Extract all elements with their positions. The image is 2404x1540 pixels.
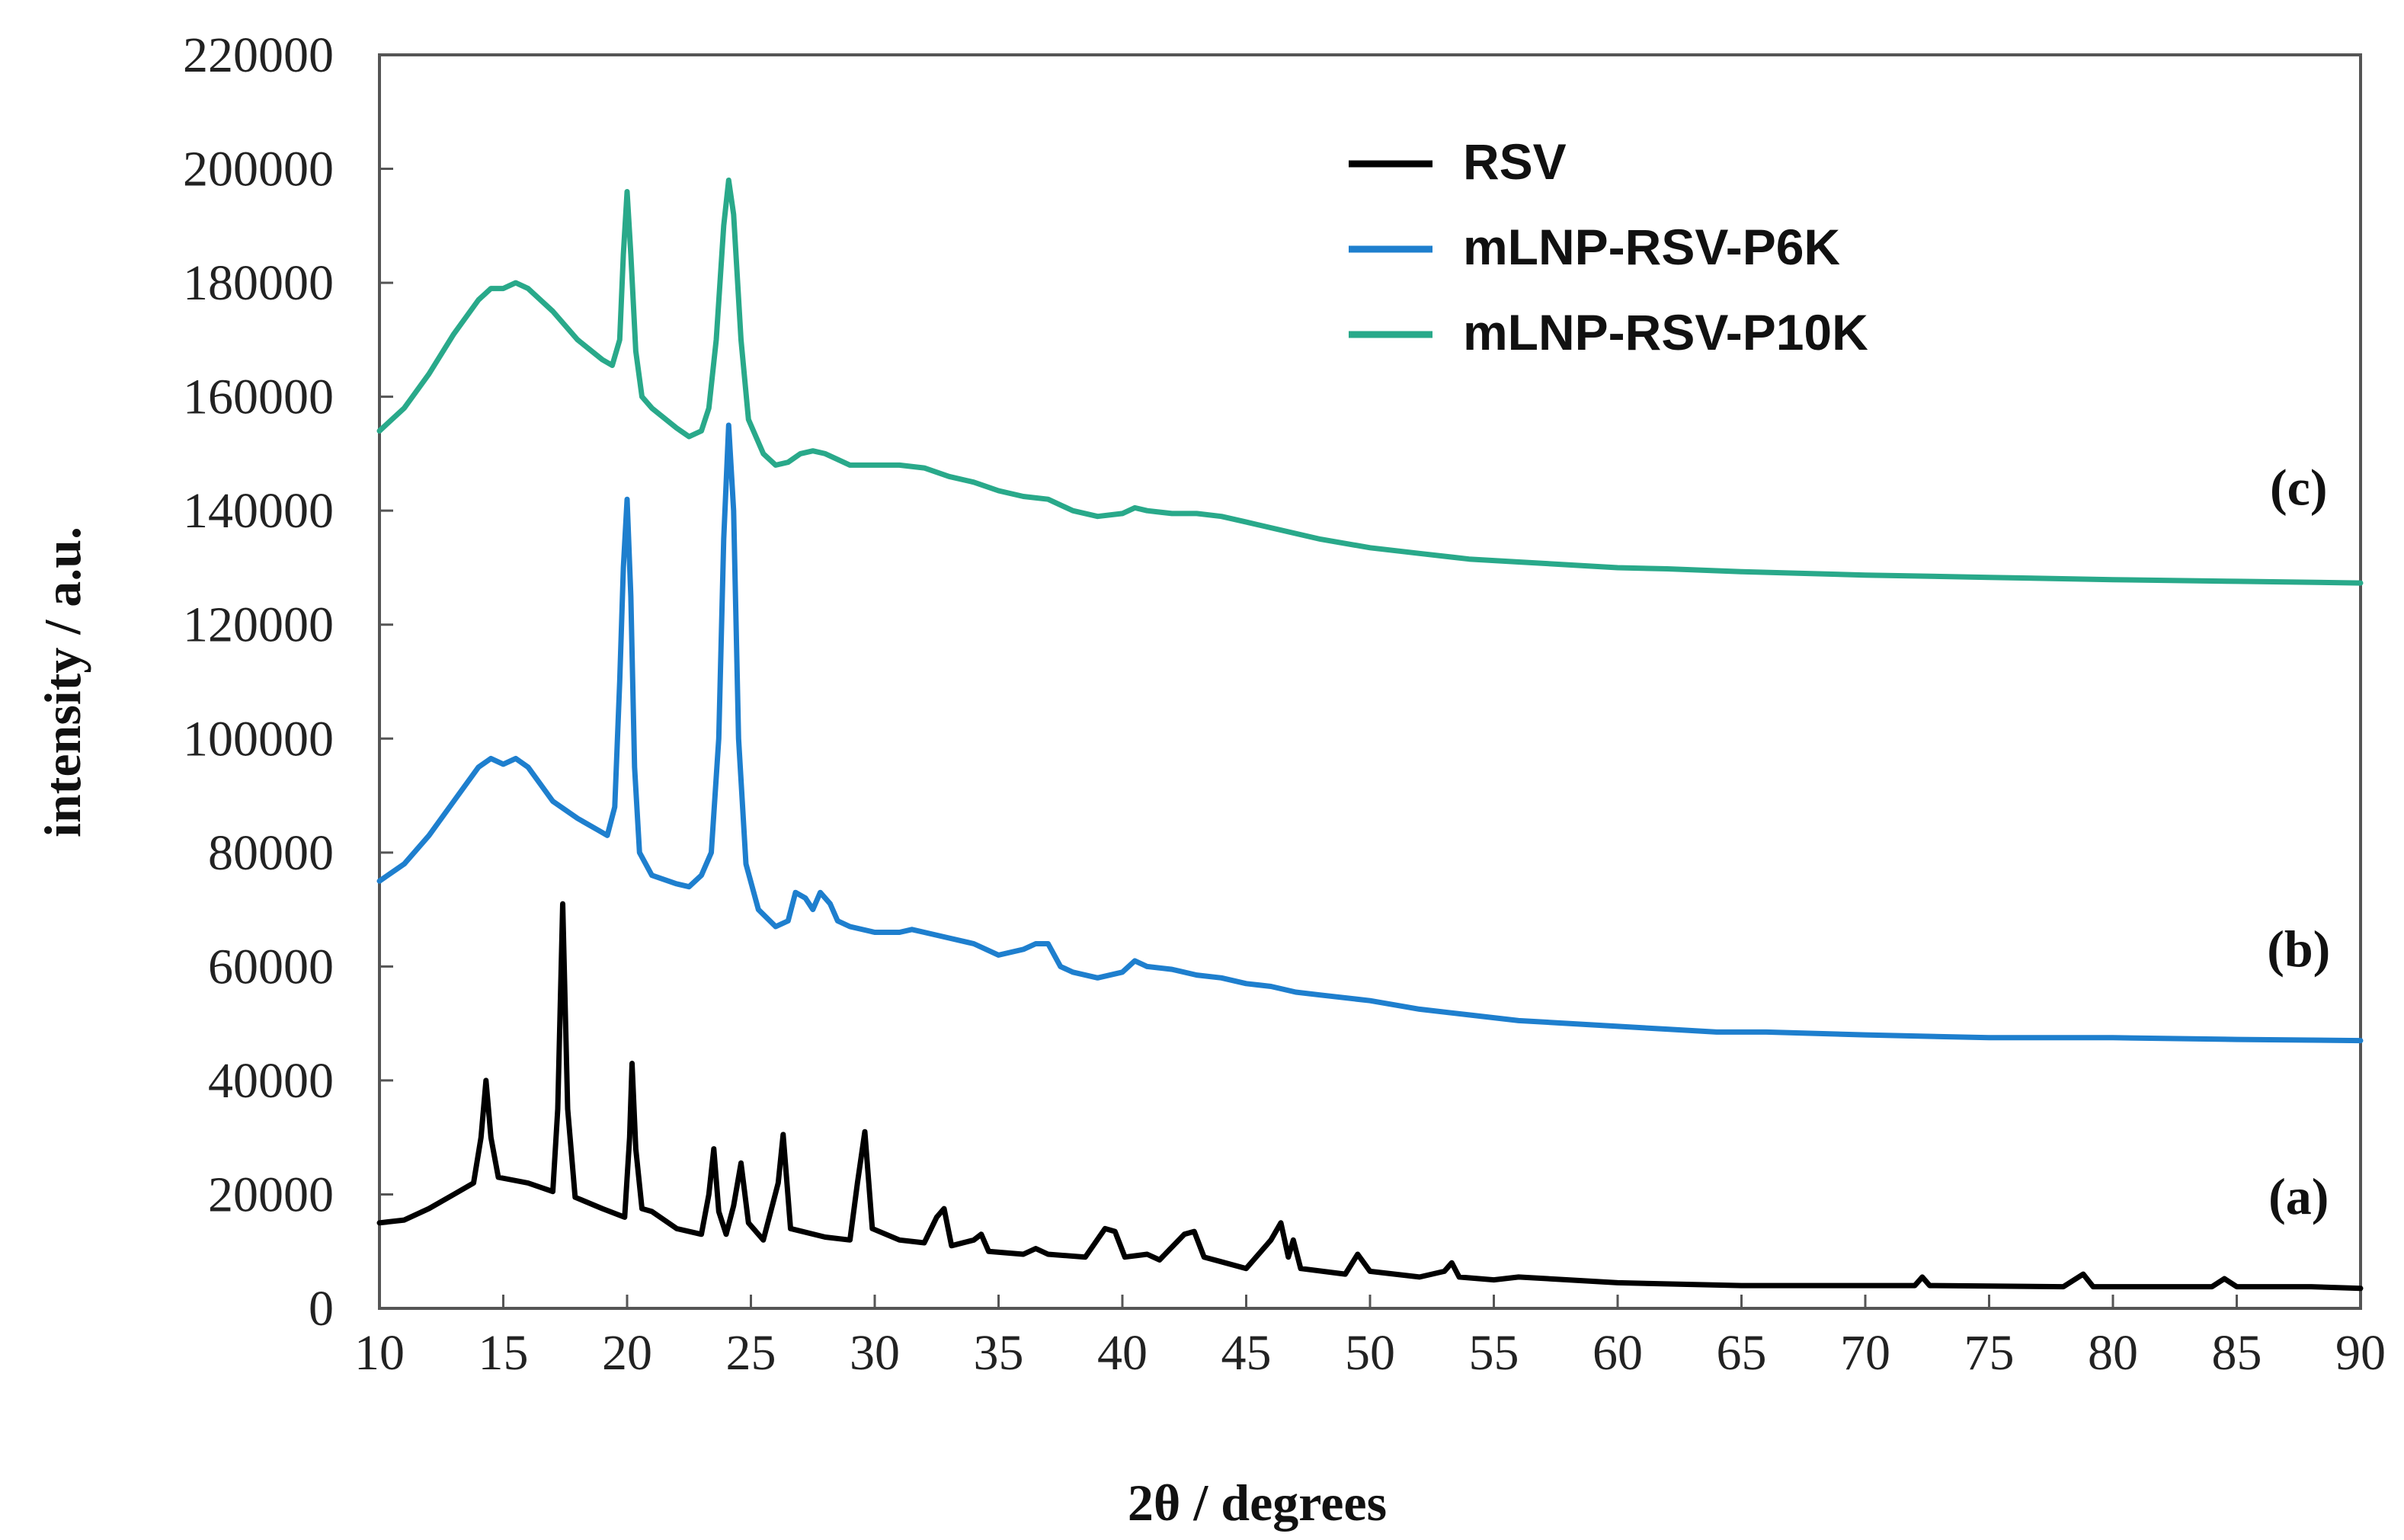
y-tick-label: 0 bbox=[309, 1281, 334, 1337]
x-axis-title: 2θ / degrees bbox=[1128, 1474, 1387, 1532]
y-tick-label: 160000 bbox=[183, 370, 334, 425]
y-tick-label: 80000 bbox=[208, 825, 334, 881]
x-tick-label: 50 bbox=[1345, 1325, 1395, 1381]
x-tick-label: 45 bbox=[1221, 1325, 1272, 1381]
x-tick-label: 85 bbox=[2212, 1325, 2262, 1381]
legend: RSV mLNP-RSV-P6K mLNP-RSV-P10K bbox=[1349, 133, 1868, 360]
curve-label: (a) bbox=[2268, 1167, 2329, 1225]
x-tick-label: 10 bbox=[354, 1325, 405, 1381]
x-tick-label: 60 bbox=[1593, 1325, 1643, 1381]
curve-label: (b) bbox=[2267, 920, 2330, 978]
x-tick-label: 20 bbox=[602, 1325, 652, 1381]
plot-area-frame bbox=[378, 53, 2362, 1310]
x-tick-label: 75 bbox=[1964, 1325, 2015, 1381]
series-line-mlnp-rsv-p10k bbox=[376, 178, 2364, 586]
series-layer bbox=[376, 178, 2364, 1292]
x-tick-label: 30 bbox=[850, 1325, 900, 1381]
x-tick-label: 90 bbox=[2335, 1325, 2386, 1381]
x-tick-label: 35 bbox=[974, 1325, 1024, 1381]
y-tick-label: 40000 bbox=[208, 1053, 334, 1109]
y-axis-title: intensity / a.u. bbox=[34, 527, 91, 837]
y-tick-label: 20000 bbox=[208, 1167, 334, 1222]
curve-label: (c) bbox=[2270, 458, 2327, 516]
curve-labels: (a) (b) (c) bbox=[2267, 458, 2330, 1225]
series-line-mlnp-rsv-p6k bbox=[376, 422, 2364, 1044]
legend-label: mLNP-RSV-P6K bbox=[1463, 219, 1840, 275]
legend-label: RSV bbox=[1463, 133, 1567, 190]
y-axis: 0 20000 40000 60000 80000 100000 120000 140000 1… bbox=[183, 27, 393, 1337]
x-axis: 10 15 20 25 30 35 40 45 50 55 60 65 70 75 80 85 90 bbox=[354, 1295, 2386, 1381]
x-tick-label: 40 bbox=[1097, 1325, 1148, 1381]
y-tick-label: 60000 bbox=[208, 939, 334, 994]
x-tick-label: 70 bbox=[1840, 1325, 1890, 1381]
y-tick-label: 140000 bbox=[183, 483, 334, 539]
x-tick-label: 80 bbox=[2088, 1325, 2138, 1381]
x-tick-label: 65 bbox=[1717, 1325, 1767, 1381]
y-tick-label: 220000 bbox=[183, 27, 334, 83]
y-tick-label: 180000 bbox=[183, 255, 334, 311]
x-tick-label: 15 bbox=[479, 1325, 529, 1381]
x-tick-label: 55 bbox=[1469, 1325, 1519, 1381]
series-line-rsv bbox=[376, 901, 2364, 1292]
x-tick-label: 25 bbox=[726, 1325, 776, 1381]
y-tick-label: 100000 bbox=[183, 711, 334, 767]
legend-label: mLNP-RSV-P10K bbox=[1463, 304, 1868, 360]
y-tick-label: 200000 bbox=[183, 142, 334, 197]
y-tick-label: 120000 bbox=[183, 597, 334, 653]
